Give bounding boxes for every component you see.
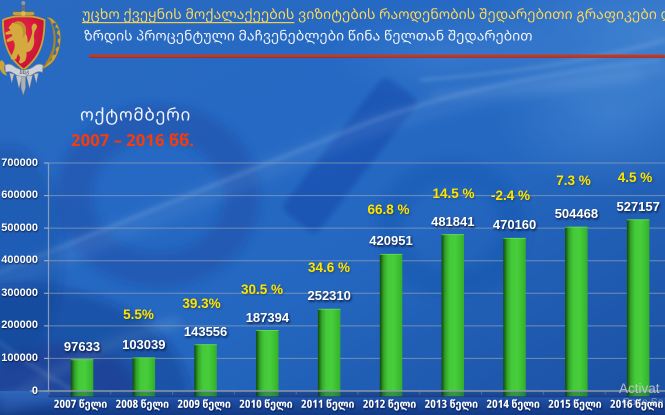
svg-text:სსგ: სსგ: [19, 69, 29, 76]
